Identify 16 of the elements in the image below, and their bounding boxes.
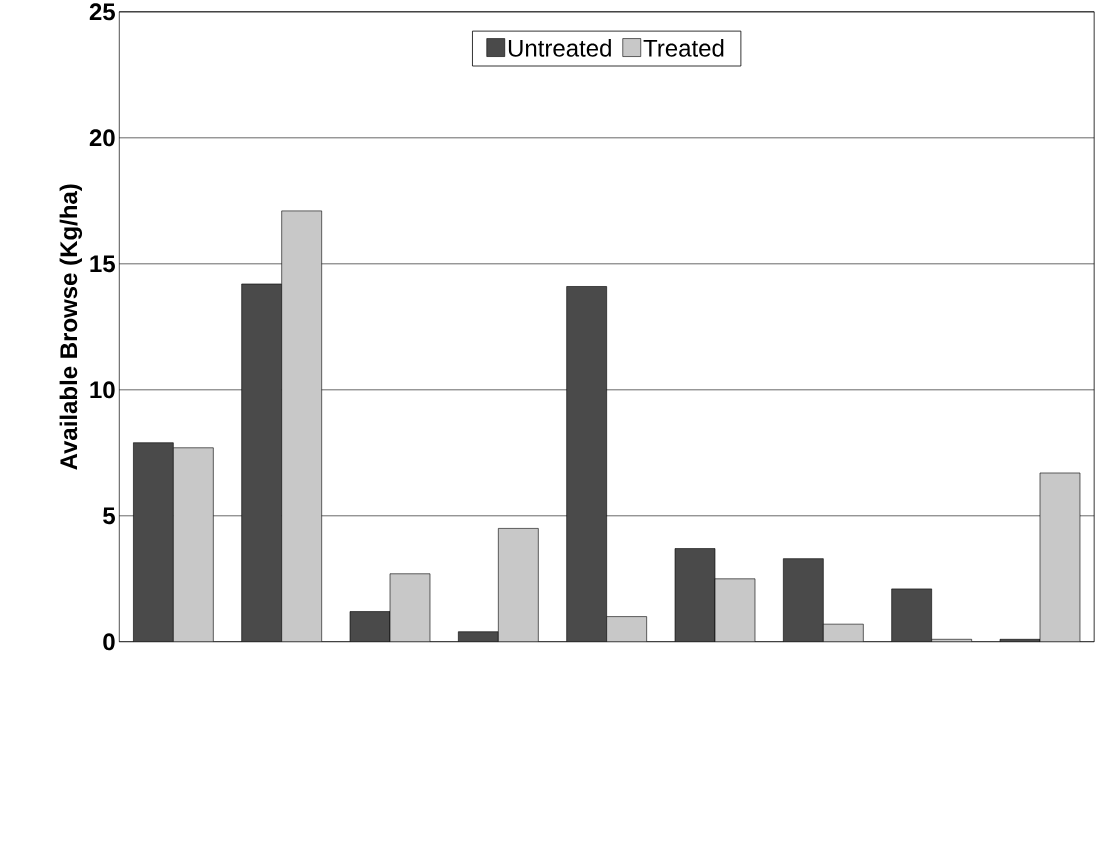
y-tick-label: 25 [89, 3, 115, 21]
bar [498, 527, 539, 642]
bar [173, 447, 214, 642]
bar [714, 578, 756, 642]
bar [389, 573, 431, 642]
y-tick-label: 0 [103, 633, 115, 651]
bar [606, 616, 647, 642]
bar [1039, 472, 1081, 642]
y-tick-label: 20 [89, 129, 115, 147]
legend-label: Untreated [508, 38, 611, 57]
bar [281, 210, 322, 642]
y-axis-title: Available Browse (Kg/ha) [59, 184, 83, 470]
y-tick-label: 10 [90, 381, 115, 399]
y-tick-label: 15 [90, 255, 115, 272]
legend-label: Treated [643, 38, 724, 57]
y-tick-label: 5 [103, 507, 115, 524]
